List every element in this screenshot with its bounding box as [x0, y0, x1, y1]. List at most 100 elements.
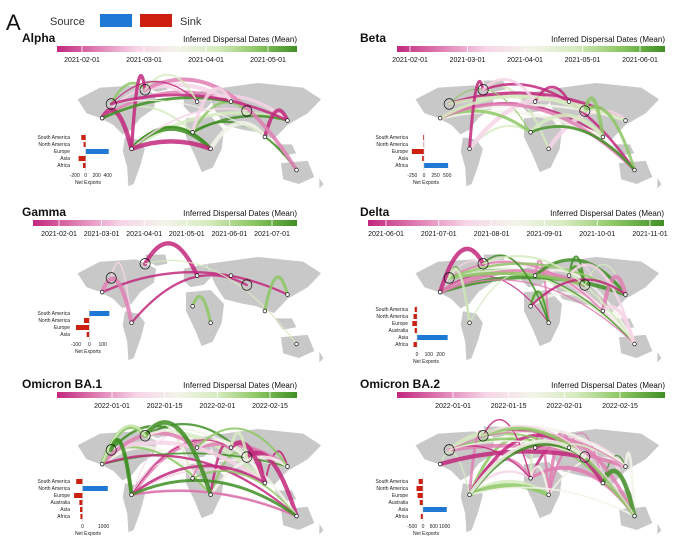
world-map — [414, 246, 662, 364]
inset-category-label: Asia — [398, 156, 408, 162]
colorbar-tick-label: 2021-07-01 — [421, 231, 457, 238]
colorbar-tick-label: 2021-03-01 — [450, 57, 486, 64]
dispersal-arc — [439, 451, 471, 496]
dispersal-arc — [448, 440, 586, 458]
inset-tick-label: 500 — [443, 173, 452, 179]
location-node — [632, 513, 637, 519]
dispersal-arc — [196, 427, 289, 468]
dispersal-arc — [109, 93, 289, 122]
location-node — [208, 146, 213, 152]
colorbar-tick-label: 2021-08-01 — [474, 231, 510, 238]
dispersal-arc — [439, 279, 636, 345]
inset-category-label: Europe — [54, 149, 70, 155]
location-node — [528, 304, 533, 309]
colorbar-tick-label: 2021-07-01 — [254, 231, 290, 238]
colorbar-tick-label: 2021-05-01 — [250, 57, 286, 64]
inset-axis-title: Net Exports — [413, 180, 440, 186]
location-node — [228, 445, 234, 450]
legend-sink-label: Sink — [180, 16, 202, 28]
inset-bar — [419, 500, 423, 505]
colorbar-tick-label: 2021-03-01 — [126, 57, 162, 64]
inset-tick-label: -250 — [407, 173, 417, 179]
location-node — [532, 99, 538, 104]
location-node — [566, 99, 572, 104]
colorbar-tick-label: 2022-02-01 — [199, 403, 235, 410]
dispersal-arc — [191, 100, 249, 134]
inset-bar — [413, 342, 418, 347]
location-node — [241, 279, 253, 291]
dispersal-arc — [481, 426, 637, 518]
inset-axis-title: Net Exports — [75, 180, 102, 186]
location-node — [467, 320, 472, 326]
inset-tick-label: -200 — [70, 173, 80, 179]
location-node — [194, 445, 200, 450]
inset-category-label: Europe — [392, 149, 408, 155]
inset-tick-label: 0 — [422, 524, 425, 530]
inset-tick-label: 0 — [416, 352, 419, 358]
location-node — [632, 167, 637, 173]
colorbar-tick-label: 2021-06-01 — [622, 57, 658, 64]
location-node — [262, 134, 268, 140]
location-node — [228, 273, 234, 278]
legend-source-label: Source — [50, 16, 85, 28]
dispersal-arc — [101, 424, 147, 466]
location-node — [294, 513, 299, 519]
dispersal-arc — [130, 125, 212, 150]
inset-category-label: Africa — [395, 342, 408, 348]
location-node — [600, 134, 606, 140]
dispersal-arc — [482, 425, 636, 517]
location-node — [139, 258, 151, 270]
colorbar-tick-label: 2021-11-01 — [632, 231, 667, 238]
dispersal-arc — [624, 451, 636, 518]
location-node — [566, 445, 572, 450]
inset-bar — [411, 149, 424, 154]
continent-shape — [318, 522, 324, 536]
inset-category-label: North America — [376, 314, 408, 320]
colorbar-tick-label: 2022-02-15 — [602, 403, 638, 410]
inset-category-label: Asia — [60, 332, 70, 338]
inset-bar — [412, 321, 418, 326]
dispersal-arc — [142, 420, 213, 498]
continent-shape — [618, 334, 653, 359]
dispersal-arc — [438, 94, 587, 120]
colorbar-tick-label: 2021-10-01 — [579, 231, 615, 238]
location-node — [443, 272, 455, 284]
location-node — [105, 272, 117, 284]
colorbar-title: Inferred Dispersal Dates (Mean) — [183, 209, 297, 218]
panel-2: Gamma Inferred Dispersal Dates (Mean) 2021… — [22, 205, 324, 364]
inset-bar — [80, 514, 83, 519]
colorbar-title: Inferred Dispersal Dates (Mean) — [183, 381, 297, 390]
colorbar — [368, 220, 664, 226]
location-node — [443, 98, 455, 110]
inset-category-label: Europe — [54, 493, 70, 499]
inset-tick-label: 400 — [103, 173, 112, 179]
colorbar — [397, 46, 665, 52]
dispersal-arc — [100, 276, 134, 325]
continent-shape — [280, 160, 315, 185]
colorbar-tick-label: 2021-04-01 — [126, 231, 162, 238]
inset-tick-label: 200 — [436, 352, 445, 358]
dispersal-arc — [467, 483, 551, 497]
inset-category-label: Asia — [60, 156, 70, 162]
colorbar — [397, 392, 665, 398]
inset-category-label: Europe — [54, 325, 70, 331]
inset-panel — [410, 477, 450, 521]
location-node — [129, 320, 134, 326]
continent-shape — [460, 310, 484, 361]
inset-bar — [76, 325, 90, 330]
panel-5: Omicron BA.2 Inferred Dispersal Dates (Me… — [360, 377, 665, 537]
colorbar-tick-label: 2022-02-01 — [546, 403, 582, 410]
panel-letter: A — [6, 10, 21, 35]
continent-shape — [656, 522, 662, 536]
continent-shape — [656, 350, 662, 364]
colorbar-tick-label: 2021-03-01 — [84, 231, 120, 238]
dispersal-arc — [448, 88, 532, 133]
location-node — [194, 273, 200, 278]
location-node — [262, 480, 268, 486]
location-node — [467, 492, 472, 498]
location-node — [579, 105, 591, 117]
